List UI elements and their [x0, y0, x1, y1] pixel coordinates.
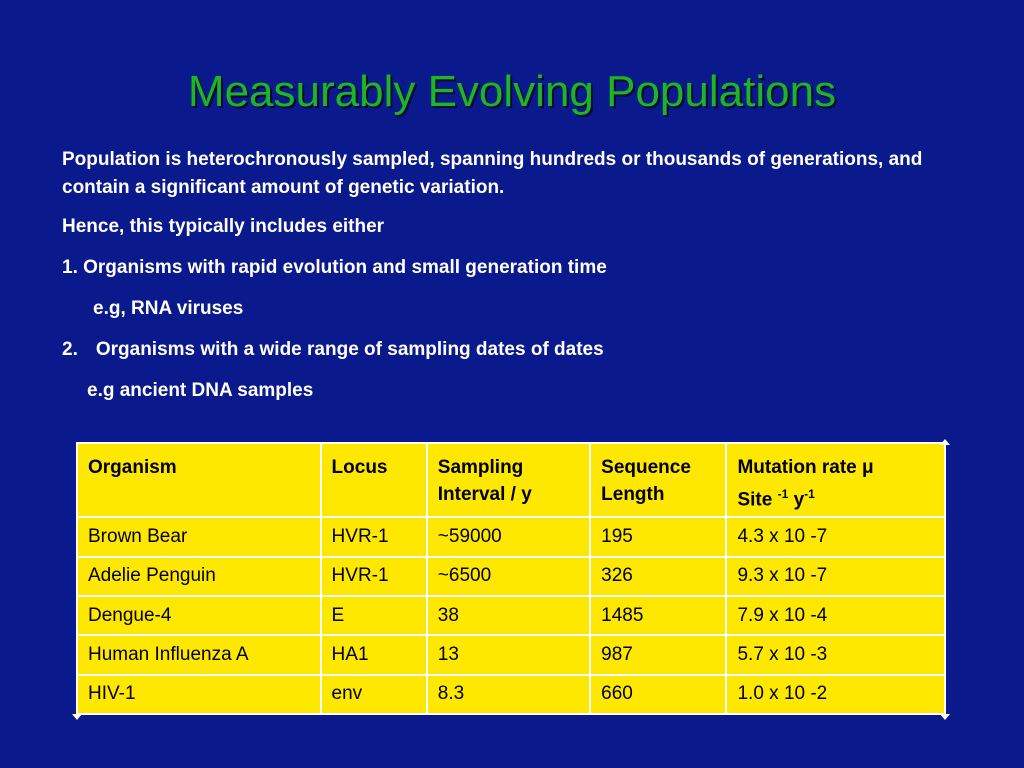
- list-item-1-example: e.g, RNA viruses: [93, 298, 244, 319]
- cell-interval: ~6500: [425, 555, 592, 598]
- cell-locus: E: [319, 595, 428, 637]
- header-sampling-line2: Interval / y: [437, 484, 532, 505]
- header-sequence-line1: Sequence: [601, 457, 691, 478]
- header-mutation-line1: Mutation rate μ: [737, 457, 874, 478]
- header-mutation-sup2: -1: [804, 487, 815, 501]
- table-corner-marker: [72, 714, 82, 720]
- cell-locus: env: [319, 673, 428, 716]
- list-item-2: 2. Organisms with a wide range of samplin…: [62, 336, 962, 364]
- data-table: Organism Locus Sampling Interval / y Sequ…: [76, 441, 946, 716]
- cell-organism: Dengue-4: [76, 595, 322, 637]
- header-sequence-line2: Length: [601, 484, 665, 505]
- cell-interval: 13: [425, 634, 592, 676]
- cell-interval: 38: [425, 595, 592, 637]
- cell-rate: 1.0 x 10 -2: [725, 673, 946, 716]
- cell-length: 195: [589, 516, 728, 558]
- mutation-rate-table: Organism Locus Sampling Interval / y Sequ…: [72, 439, 950, 720]
- cell-rate: 5.7 x 10 -3: [725, 634, 946, 676]
- slide-body: Population is heterochronously sampled, …: [62, 146, 962, 418]
- header-sampling-line1: Sampling: [437, 457, 524, 478]
- header-locus: Locus: [319, 441, 428, 519]
- cell-interval: 8.3: [425, 673, 592, 716]
- table-row: HIV-1 env 8.3 660 1.0 x 10 -2: [76, 673, 946, 716]
- list-item-2-example: e.g ancient DNA samples: [87, 380, 314, 401]
- list-item-1: 1. Organisms with rapid evolution and sm…: [62, 257, 607, 278]
- cell-rate: 9.3 x 10 -7: [725, 555, 946, 598]
- list-item-2-text: Organisms with a wide range of sampling …: [95, 339, 604, 360]
- cell-length: 326: [589, 555, 728, 598]
- header-sequence-length: Sequence Length: [589, 441, 728, 519]
- cell-organism: HIV-1: [76, 673, 322, 716]
- cell-length: 987: [589, 634, 728, 676]
- header-mutation-sup1: -1: [777, 487, 789, 501]
- header-mutation-y: y: [793, 489, 805, 511]
- cell-organism: Brown Bear: [76, 516, 322, 558]
- cell-locus: HVR-1: [319, 516, 428, 558]
- table-header-row: Organism Locus Sampling Interval / y Sequ…: [76, 441, 946, 519]
- list-item-2-number: 2.: [62, 339, 78, 360]
- header-mutation-site: Site: [737, 489, 773, 511]
- intro-paragraph: Population is heterochronously sampled, …: [62, 149, 923, 198]
- header-mutation-rate: Mutation rate μ Site -1 y-1: [725, 441, 946, 519]
- hence-line: Hence, this typically includes either: [62, 216, 385, 237]
- cell-organism: Adelie Penguin: [76, 555, 322, 598]
- cell-locus: HA1: [319, 634, 428, 676]
- table-row: Adelie Penguin HVR-1 ~6500 326 9.3 x 10 …: [76, 555, 946, 598]
- header-organism: Organism: [76, 441, 322, 519]
- table-row: Dengue-4 E 38 1485 7.9 x 10 -4: [76, 595, 946, 637]
- table-corner-marker: [940, 714, 950, 720]
- cell-rate: 4.3 x 10 -7: [725, 516, 946, 558]
- slide-title: Measurably Evolving Populations: [187, 67, 837, 116]
- table-corner-marker: [940, 439, 950, 445]
- cell-interval: ~59000: [425, 516, 592, 558]
- table-row: Brown Bear HVR-1 ~59000 195 4.3 x 10 -7: [76, 516, 946, 558]
- header-sampling-interval: Sampling Interval / y: [425, 441, 592, 519]
- table-row: Human Influenza A HA1 13 987 5.7 x 10 -3: [76, 634, 946, 676]
- cell-organism: Human Influenza A: [76, 634, 322, 676]
- cell-locus: HVR-1: [319, 555, 428, 598]
- cell-rate: 7.9 x 10 -4: [725, 595, 946, 637]
- cell-length: 660: [589, 673, 728, 716]
- cell-length: 1485: [589, 595, 728, 637]
